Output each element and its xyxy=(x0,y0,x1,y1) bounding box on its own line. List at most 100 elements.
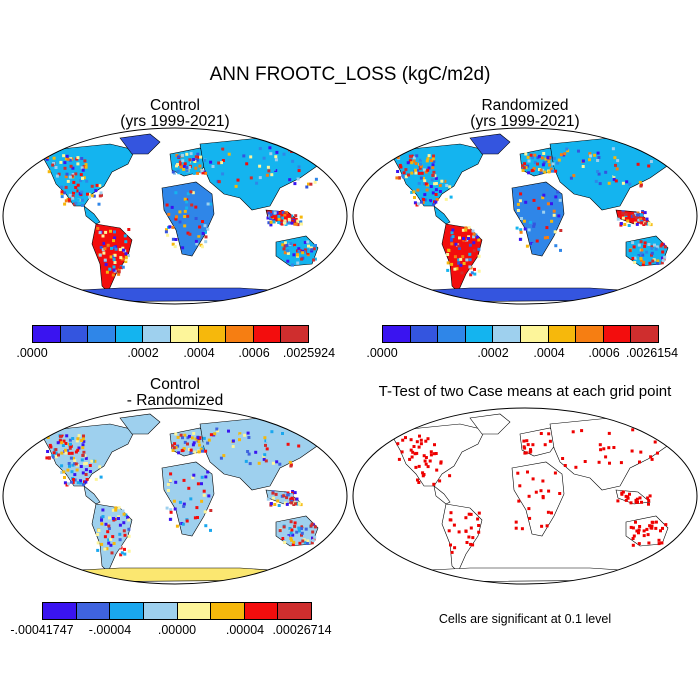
grid-cell xyxy=(291,263,294,267)
grid-cell xyxy=(526,155,530,159)
grid-cell xyxy=(556,190,560,194)
grid-cell xyxy=(286,251,290,255)
grid-cell xyxy=(546,236,549,239)
grid-cell xyxy=(286,491,290,495)
grid-cell xyxy=(546,202,550,206)
grid-cell xyxy=(66,179,70,183)
grid-cell xyxy=(612,446,616,449)
grid-cell xyxy=(447,249,451,252)
grid-cell xyxy=(635,222,639,226)
grid-cell xyxy=(304,253,308,257)
grid-cell xyxy=(51,163,55,167)
grid-cell xyxy=(477,238,481,242)
grid-cell xyxy=(422,168,426,172)
grid-cell xyxy=(204,475,208,479)
grid-cell xyxy=(654,154,658,158)
grid-cell xyxy=(308,437,312,441)
grid-cell xyxy=(244,459,248,463)
grid-cell xyxy=(439,460,443,464)
grid-cell xyxy=(297,169,301,173)
grid-cell xyxy=(456,250,460,254)
grid-cell xyxy=(197,155,201,159)
grid-cell xyxy=(539,489,543,493)
grid-cell xyxy=(647,243,651,246)
grid-cell xyxy=(192,432,196,435)
grid-cell xyxy=(195,242,199,246)
grid-cell xyxy=(281,241,284,245)
grid-cell xyxy=(80,183,83,187)
grid-cell xyxy=(296,219,300,223)
grid-cell xyxy=(639,251,643,255)
grid-cell xyxy=(645,527,649,531)
grid-cell xyxy=(60,190,64,194)
grid-cell xyxy=(543,170,547,174)
grid-cell xyxy=(77,446,81,450)
grid-cell xyxy=(71,480,75,484)
land-asia xyxy=(549,417,671,491)
grid-cell xyxy=(640,500,643,504)
grid-cell xyxy=(539,432,543,435)
grid-cell xyxy=(257,461,261,465)
grid-cell xyxy=(476,517,480,521)
grid-cell xyxy=(429,199,432,203)
grid-cell xyxy=(619,461,623,465)
grid-cell xyxy=(646,222,650,226)
grid-cell xyxy=(202,493,206,497)
grid-cell xyxy=(69,164,73,168)
grid-cell xyxy=(648,261,652,265)
grid-cell xyxy=(643,244,647,248)
grid-cell xyxy=(171,242,175,246)
colorbar-randomized-swatch-8 xyxy=(603,326,632,342)
grid-cell xyxy=(65,154,69,158)
grid-cell xyxy=(119,553,123,557)
grid-cell xyxy=(166,233,170,237)
grid-cell xyxy=(102,251,106,255)
grid-cell xyxy=(538,168,541,171)
grid-cell xyxy=(215,427,219,431)
grid-cell xyxy=(312,537,316,541)
grid-cell xyxy=(597,460,601,464)
grid-cell xyxy=(171,170,175,174)
grid-cell xyxy=(468,258,472,262)
grid-cell xyxy=(67,462,71,465)
grid-cell xyxy=(198,164,202,168)
grid-cell xyxy=(649,160,653,163)
grid-cell xyxy=(453,546,457,550)
grid-cell xyxy=(533,153,537,157)
grid-cell xyxy=(632,534,636,538)
grid-cell xyxy=(176,444,180,448)
grid-cell xyxy=(550,511,553,515)
grid-cell xyxy=(196,436,200,440)
grid-cell xyxy=(247,452,251,456)
grid-cell xyxy=(90,459,94,463)
grid-cell xyxy=(204,240,208,244)
grid-cell xyxy=(247,436,251,439)
panel-title-control: Control (yrs 1999-2021) xyxy=(25,98,325,130)
grid-cell xyxy=(529,449,533,453)
colorbar-difference xyxy=(42,602,312,620)
grid-cell xyxy=(176,169,180,173)
grid-cell xyxy=(68,193,72,197)
grid-cell xyxy=(658,147,662,151)
grid-cell xyxy=(531,242,535,246)
grid-cell xyxy=(417,445,421,449)
grid-cell xyxy=(200,245,204,249)
grid-cell xyxy=(599,448,603,452)
grid-cell xyxy=(547,170,551,174)
grid-cell xyxy=(646,533,650,537)
grid-cell xyxy=(189,152,193,156)
grid-cell xyxy=(520,217,523,220)
grid-cell xyxy=(428,459,432,463)
grid-cell xyxy=(426,465,430,469)
grid-cell xyxy=(290,221,294,225)
grid-cell xyxy=(300,427,304,431)
grid-cell xyxy=(519,230,523,234)
grid-cell xyxy=(98,184,102,188)
grid-cell xyxy=(469,273,473,277)
grid-cell xyxy=(434,193,438,196)
grid-cell xyxy=(644,222,647,226)
colorbar-control-swatch-4 xyxy=(143,326,171,342)
grid-cell xyxy=(524,152,528,156)
colorbar-control-swatch-9 xyxy=(281,326,308,342)
grid-cell xyxy=(291,533,295,537)
